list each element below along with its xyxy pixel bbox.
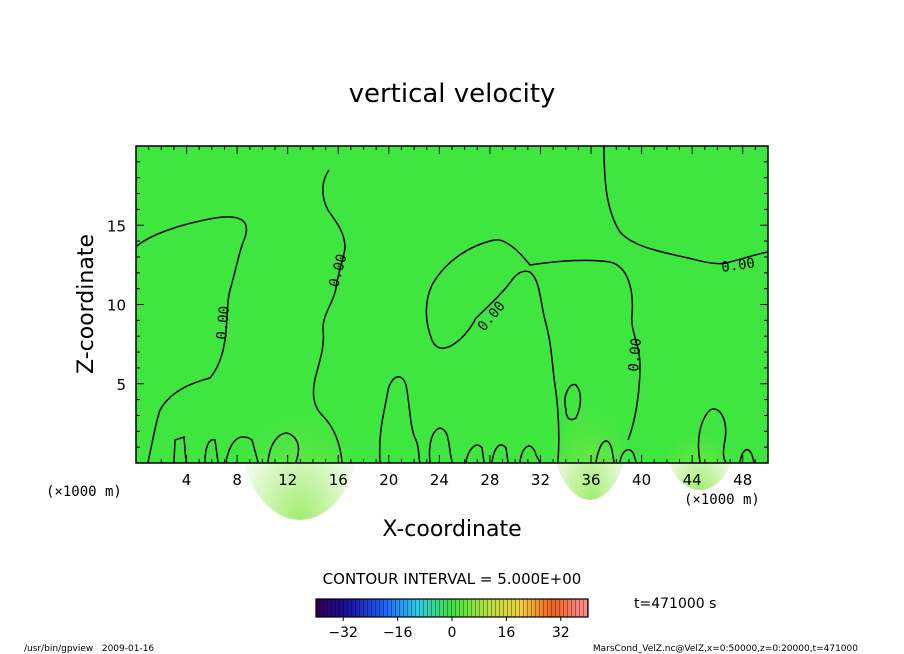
contour-line [603, 145, 769, 265]
x-tick-label: 32 [531, 471, 550, 489]
footer-left: /usr/bin/gpview 2009-01-16 [24, 644, 154, 654]
x-tick-label: 20 [379, 471, 398, 489]
contour-line [173, 427, 755, 463]
contour-line [312, 169, 346, 463]
footer-right: MarsCond_VelZ.nc@VelZ,x=0:50000,z=0:2000… [593, 644, 858, 654]
y-axis: 5 10 15 [107, 161, 768, 448]
x-unit-label-left: (×1000 m) [46, 484, 122, 500]
x-tick-label: 24 [430, 471, 449, 489]
field-background [136, 146, 768, 463]
colorbar-stripes [316, 599, 588, 617]
colorbar-tick-label: 32 [552, 625, 570, 641]
contour-line [425, 239, 641, 441]
contour-label: 0.00 [720, 255, 756, 276]
warm-patch [550, 340, 630, 500]
x-tick-label: 40 [632, 471, 651, 489]
contour-label: 0.00 [214, 305, 233, 340]
y-tick-label: 10 [107, 297, 126, 315]
contour-line [475, 270, 560, 463]
y-axis-title: Z-coordinate [74, 234, 99, 374]
x-tick-label: 12 [278, 471, 297, 489]
colorbar-tick-label: 16 [497, 625, 515, 641]
colorbar-tick-label: −32 [328, 625, 358, 641]
y-tick-label: 5 [116, 376, 126, 394]
x-tick-label: 28 [480, 471, 499, 489]
colorbar-tick-label: 0 [448, 625, 457, 641]
contour-line [697, 408, 727, 463]
contour-line [136, 216, 248, 463]
y-tick-label: 15 [107, 217, 126, 235]
x-unit-label-right: (×1000 m) [684, 492, 760, 508]
x-tick-label: 44 [683, 471, 702, 489]
x-tick-label: 48 [733, 471, 752, 489]
x-tick-label: 8 [232, 471, 242, 489]
x-axis-title: X-coordinate [382, 517, 521, 542]
contour-line [378, 376, 421, 463]
x-tick-label: 4 [182, 471, 192, 489]
plot-area [136, 146, 768, 520]
colorbar-ticks: −32 −16 0 16 32 [328, 617, 570, 641]
contour-label: 0.00 [626, 337, 645, 372]
contour-lines [136, 145, 769, 463]
colorbar-tick-label: −16 [383, 625, 413, 641]
x-axis: 4 8 12 16 20 24 28 32 36 40 44 48 [148, 146, 756, 489]
contour-line [564, 383, 582, 421]
warm-patch [240, 340, 360, 520]
warm-patch [665, 390, 735, 490]
chart-title: vertical velocity [349, 79, 556, 109]
time-label: t=471000 s [634, 596, 716, 612]
x-tick-label: 36 [581, 471, 600, 489]
colorbar: −32 −16 0 16 32 [315, 598, 589, 641]
x-tick-label: 16 [329, 471, 348, 489]
contour-interval-label: CONTOUR INTERVAL = 5.000E+00 [323, 570, 582, 588]
